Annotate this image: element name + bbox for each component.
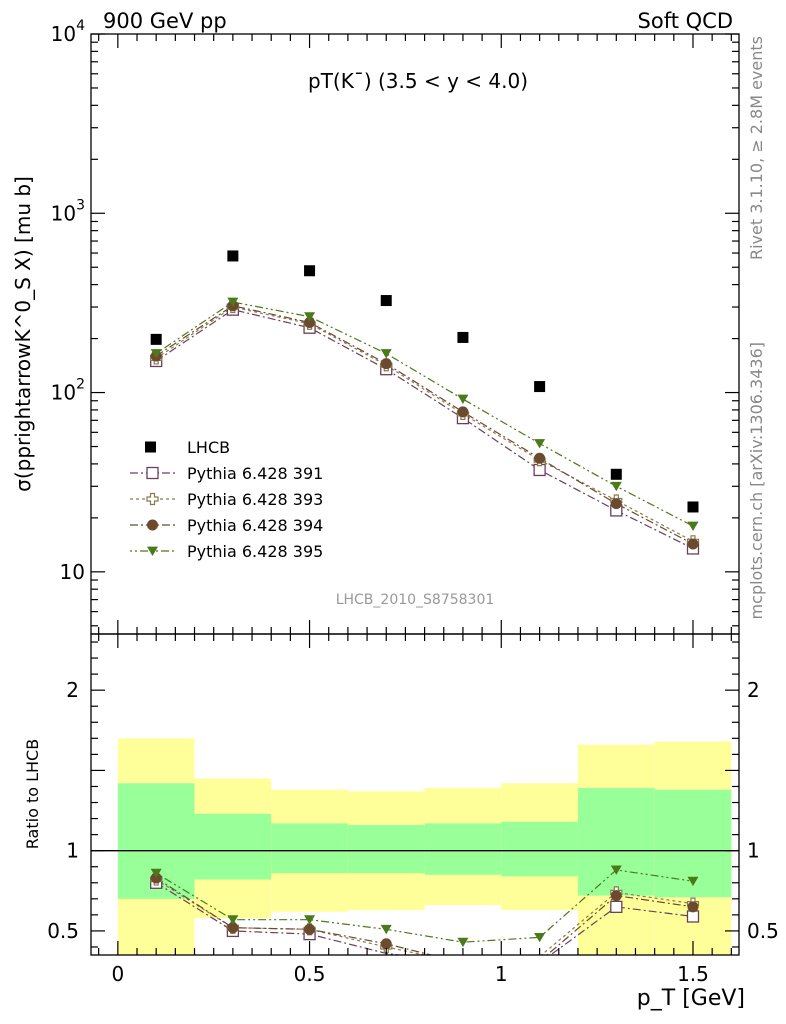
ratio-point — [304, 923, 316, 935]
ratio-y-tick-label: 1 — [66, 839, 79, 863]
data-point — [380, 358, 392, 370]
data-point — [687, 521, 699, 532]
data-point — [457, 394, 469, 404]
ratio-point — [150, 868, 162, 879]
ratio-point — [534, 932, 546, 943]
legend-marker — [146, 466, 159, 480]
y-tick-label: 103 — [51, 197, 85, 225]
data-point — [534, 381, 546, 393]
data-point — [610, 498, 622, 510]
data-point — [457, 331, 469, 343]
data-point — [687, 538, 699, 550]
y-axis-title: σ(pprightarrowK^0_S X) [mu b] — [11, 176, 35, 492]
legend-label: Pythia 6.428 391 — [187, 464, 323, 483]
x-tick-label: 1 — [495, 962, 508, 986]
legend-entry: Pythia 6.428 394 — [130, 516, 323, 535]
ratio-y-tick-label-right: 0.5 — [747, 919, 779, 943]
ratio-point — [686, 910, 700, 923]
x-tick-label: 0 — [111, 962, 124, 986]
band-inner — [501, 821, 578, 877]
legend-marker — [145, 441, 156, 453]
data-point — [457, 406, 469, 418]
ratio-y-tick-label: 0.5 — [47, 919, 79, 943]
legend-marker — [147, 519, 158, 531]
chart-title: pT(Kˉ) (3.5 < y < 4.0) — [308, 69, 528, 93]
ratio-y-tick-label-right: 2 — [747, 678, 760, 702]
ratio-line — [155, 869, 694, 943]
ratio-point — [687, 876, 699, 887]
data-point — [227, 250, 239, 262]
ratio-point — [380, 924, 392, 935]
x-tick-label: 0.5 — [294, 962, 326, 986]
ratio-y-axis-title: Ratio to LHCB — [23, 739, 42, 849]
legend-label: Pythia 6.428 393 — [187, 490, 323, 509]
band-inner — [271, 823, 348, 874]
series-line — [155, 309, 694, 550]
legend: LHCB Pythia 6.428 391 Pythia 6.428 393 Pyth… — [130, 438, 323, 561]
y-tick-label: 102 — [51, 377, 85, 405]
ratio-point — [687, 901, 699, 913]
legend-entry: LHCB — [145, 438, 230, 457]
data-point — [304, 265, 316, 277]
header-right-label: Soft QCD — [638, 9, 733, 33]
x-axis-title: p_T [GeV] — [637, 986, 745, 1011]
ratio-point — [227, 915, 239, 925]
band-inner — [194, 813, 272, 880]
ratio-line — [155, 882, 694, 955]
data-point — [610, 468, 622, 480]
data-point — [227, 297, 239, 307]
legend-label: LHCB — [187, 438, 230, 457]
x-tick-label: 1.5 — [677, 962, 709, 986]
data-point — [610, 481, 622, 492]
data-point — [150, 333, 162, 345]
mcplots-label: mcplots.cern.ch [arXiv:1306.3436] — [747, 342, 766, 619]
legend-label: Pythia 6.428 395 — [187, 542, 323, 561]
legend-label: Pythia 6.428 394 — [187, 516, 323, 535]
y-tick-label: 104 — [51, 18, 85, 46]
data-point — [304, 316, 316, 328]
ratio-point — [610, 900, 623, 913]
legend-entry: Pythia 6.428 395 — [130, 542, 323, 561]
analysis-label: LHCB_2010_S8758301 — [336, 592, 495, 608]
ratio-line — [155, 877, 694, 955]
ratio-frame — [90, 633, 740, 956]
data-point — [150, 349, 162, 359]
series-line — [155, 301, 694, 527]
legend-entry: Pythia 6.428 393 — [130, 490, 323, 509]
legend-marker — [146, 492, 159, 506]
data-point — [380, 295, 392, 307]
ratio-y-tick-label-right: 1 — [747, 839, 760, 863]
header-left-label: 900 GeV pp — [103, 9, 227, 33]
ratio-line — [155, 879, 694, 955]
ratio-point — [610, 890, 622, 902]
band-inner — [424, 823, 502, 875]
legend-marker — [147, 546, 158, 556]
data-point — [304, 312, 316, 322]
ratio-series — [150, 865, 700, 955]
ratio-y-tick-label: 2 — [66, 678, 79, 702]
series-line — [155, 306, 694, 542]
rivet-version-label: Rivet 3.1.10, ≥ 2.8M events — [747, 36, 766, 260]
legend-entry: Pythia 6.428 391 — [130, 464, 323, 483]
ratio-point — [457, 937, 469, 948]
data-point — [534, 452, 546, 464]
main-series — [150, 250, 700, 555]
ratio-point — [304, 915, 316, 925]
ratio-point — [227, 922, 239, 934]
ratio-point — [610, 865, 622, 875]
band-inner — [577, 788, 655, 896]
axes: 10 102 103 104 0.5 0.5 1 1 2 2 0 0.5 1 1.5 — [47, 18, 779, 986]
data-point — [534, 439, 546, 449]
y-tick-label: 10 — [60, 560, 85, 584]
data-point — [687, 501, 699, 513]
band-inner — [347, 824, 425, 874]
data-point — [380, 349, 392, 359]
ratio-point — [380, 938, 392, 950]
ratio-bands — [91, 738, 739, 955]
